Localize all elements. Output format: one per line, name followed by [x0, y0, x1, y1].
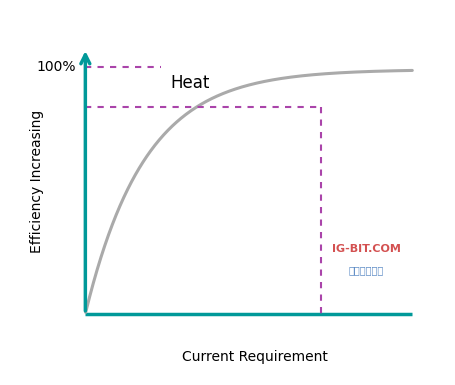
Text: 100%: 100%: [36, 60, 76, 74]
Text: Efficiency Increasing: Efficiency Increasing: [30, 109, 44, 253]
Text: Heat: Heat: [170, 74, 209, 92]
Text: IG-BIT.COM: IG-BIT.COM: [331, 244, 400, 254]
Text: Current Requirement: Current Requirement: [182, 350, 328, 363]
Text: 大比特商务网: 大比特商务网: [348, 265, 383, 275]
